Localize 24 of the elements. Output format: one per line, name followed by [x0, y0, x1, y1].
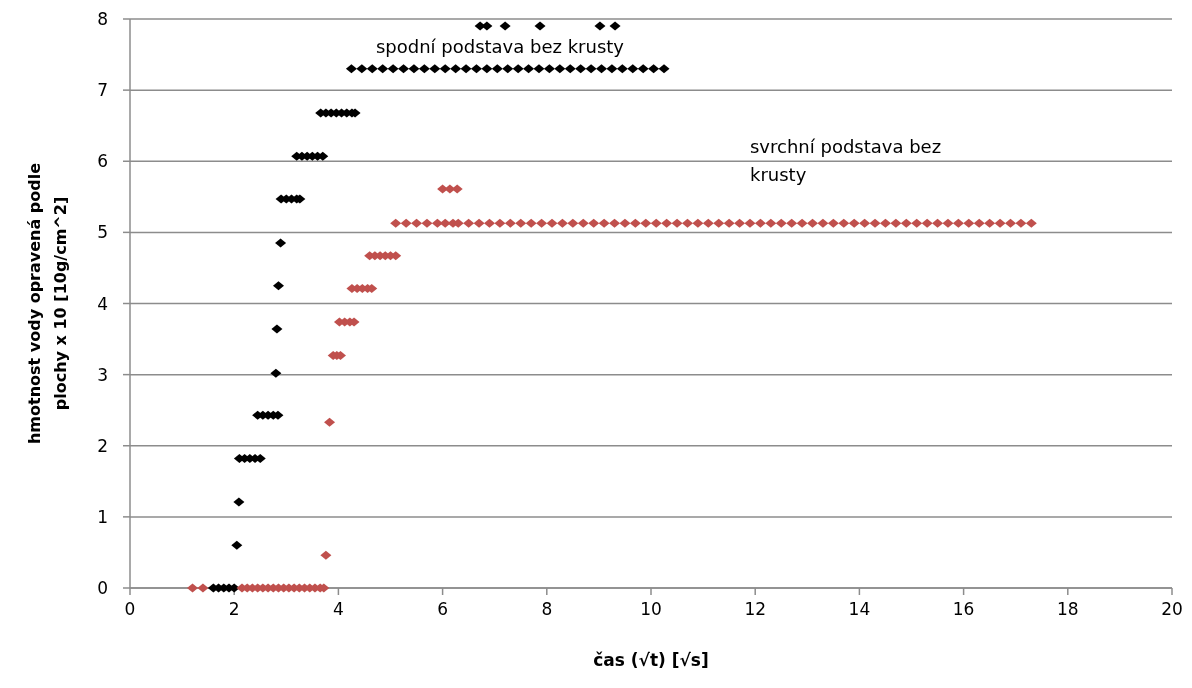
- x-tick-label: 20: [1161, 599, 1183, 619]
- x-tick-label: 16: [952, 599, 975, 619]
- y-tick-label: 0: [97, 578, 108, 598]
- y-tick-label: 2: [97, 435, 108, 456]
- y-tick-label: 8: [97, 9, 108, 29]
- series-label: spodní podstava bez krusty: [375, 36, 625, 58]
- x-tick-label: 14: [848, 599, 871, 619]
- x-tick-label: 4: [332, 599, 344, 619]
- x-tick-label: 18: [1056, 599, 1079, 619]
- x-tick-label: 10: [640, 599, 662, 619]
- x-tick-label: 12: [744, 599, 767, 619]
- x-tick-label: 0: [124, 599, 136, 619]
- y-axis-title: hmotnost vody opravená podle plochy x 10 [10g/cm^2]: [25, 162, 70, 445]
- y-tick-label: 6: [97, 151, 108, 172]
- y-tick-label: 5: [97, 222, 108, 243]
- x-tick-label: 8: [541, 599, 553, 619]
- x-tick-label: 6: [437, 599, 449, 619]
- x-tick-label: 2: [228, 599, 240, 619]
- y-tick-label: 3: [97, 364, 108, 385]
- y-tick-label: 7: [97, 80, 108, 101]
- series-label: svrchní podstava bez krusty: [749, 135, 942, 185]
- y-tick-label: 1: [97, 506, 108, 527]
- x-axis-title: čas (√t) [√s]: [593, 650, 709, 670]
- y-tick-label: 4: [97, 293, 108, 314]
